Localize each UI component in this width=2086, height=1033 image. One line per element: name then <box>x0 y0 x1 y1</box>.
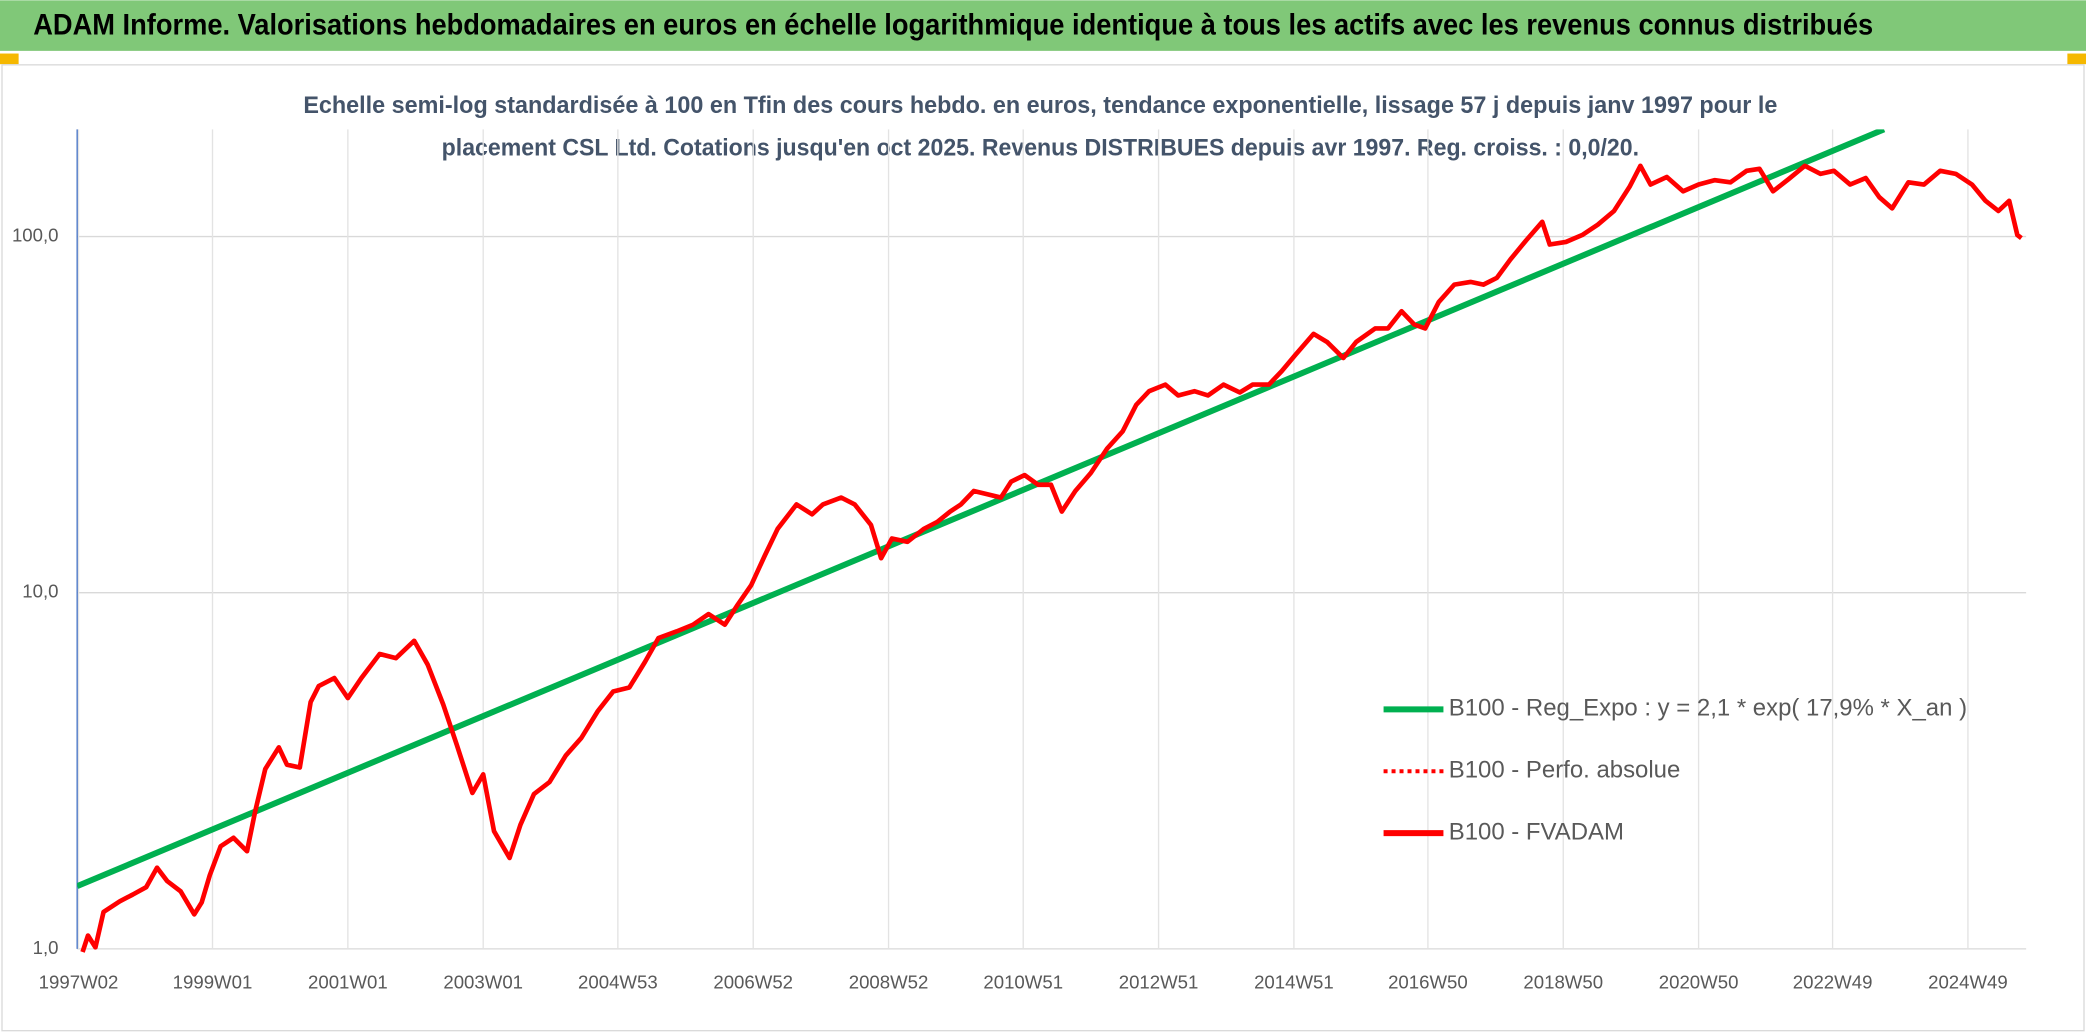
chart-subtitle: placement CSL Ltd. Cotations jusqu'en oc… <box>442 135 1639 162</box>
grid: 1,0 10,0 100,0 1997W02 1999W01 2001W01 2003W01… <box>12 129 2027 992</box>
data-line <box>77 129 1886 889</box>
x-tick-label: 1999W01 <box>173 971 253 992</box>
x-tick-label: 2020W50 <box>1659 971 1739 992</box>
x-tick-label: 2018W50 <box>1523 971 1603 992</box>
legend-label: B100 - Perfo. absolue <box>1449 757 1681 784</box>
y-tick-label: 10,0 <box>22 581 58 602</box>
plot-area <box>77 129 2023 953</box>
x-tick-label: 1997W02 <box>39 971 119 992</box>
x-tick-label: 2006W52 <box>713 971 793 992</box>
x-tick-label: 2010W51 <box>983 971 1063 992</box>
x-tick-label: 2008W52 <box>849 971 929 992</box>
x-tick-label: 2001W01 <box>308 971 388 992</box>
x-tick-label: 2014W51 <box>1254 971 1334 992</box>
corner-mark <box>2067 53 2086 65</box>
data-line <box>80 163 2023 953</box>
header-bar <box>0 0 2086 51</box>
page-title: ADAM Informe. Valorisations hebdomadaire… <box>33 10 1873 42</box>
chart-frame <box>1 64 2085 1032</box>
corner-mark <box>0 53 19 65</box>
x-tick-label: 2022W49 <box>1793 971 1873 992</box>
legend-label: B100 - Reg_Expo : y = 2,1 * exp( 17,9% *… <box>1449 695 1967 722</box>
chart-subtitle: Echelle semi-log standardisée à 100 en T… <box>303 92 1777 119</box>
legend: B100 - Reg_Expo : y = 2,1 * exp( 17,9% *… <box>1383 695 1967 845</box>
x-tick-label: 2003W01 <box>443 971 523 992</box>
x-tick-label: 2024W49 <box>1928 971 2008 992</box>
x-tick-label: 2004W53 <box>578 971 658 992</box>
y-tick-label: 1,0 <box>33 937 59 958</box>
y-tick-label: 100,0 <box>12 224 59 245</box>
x-tick-label: 2016W50 <box>1388 971 1468 992</box>
legend-label: B100 - FVADAM <box>1449 818 1624 845</box>
x-tick-label: 2012W51 <box>1119 971 1199 992</box>
